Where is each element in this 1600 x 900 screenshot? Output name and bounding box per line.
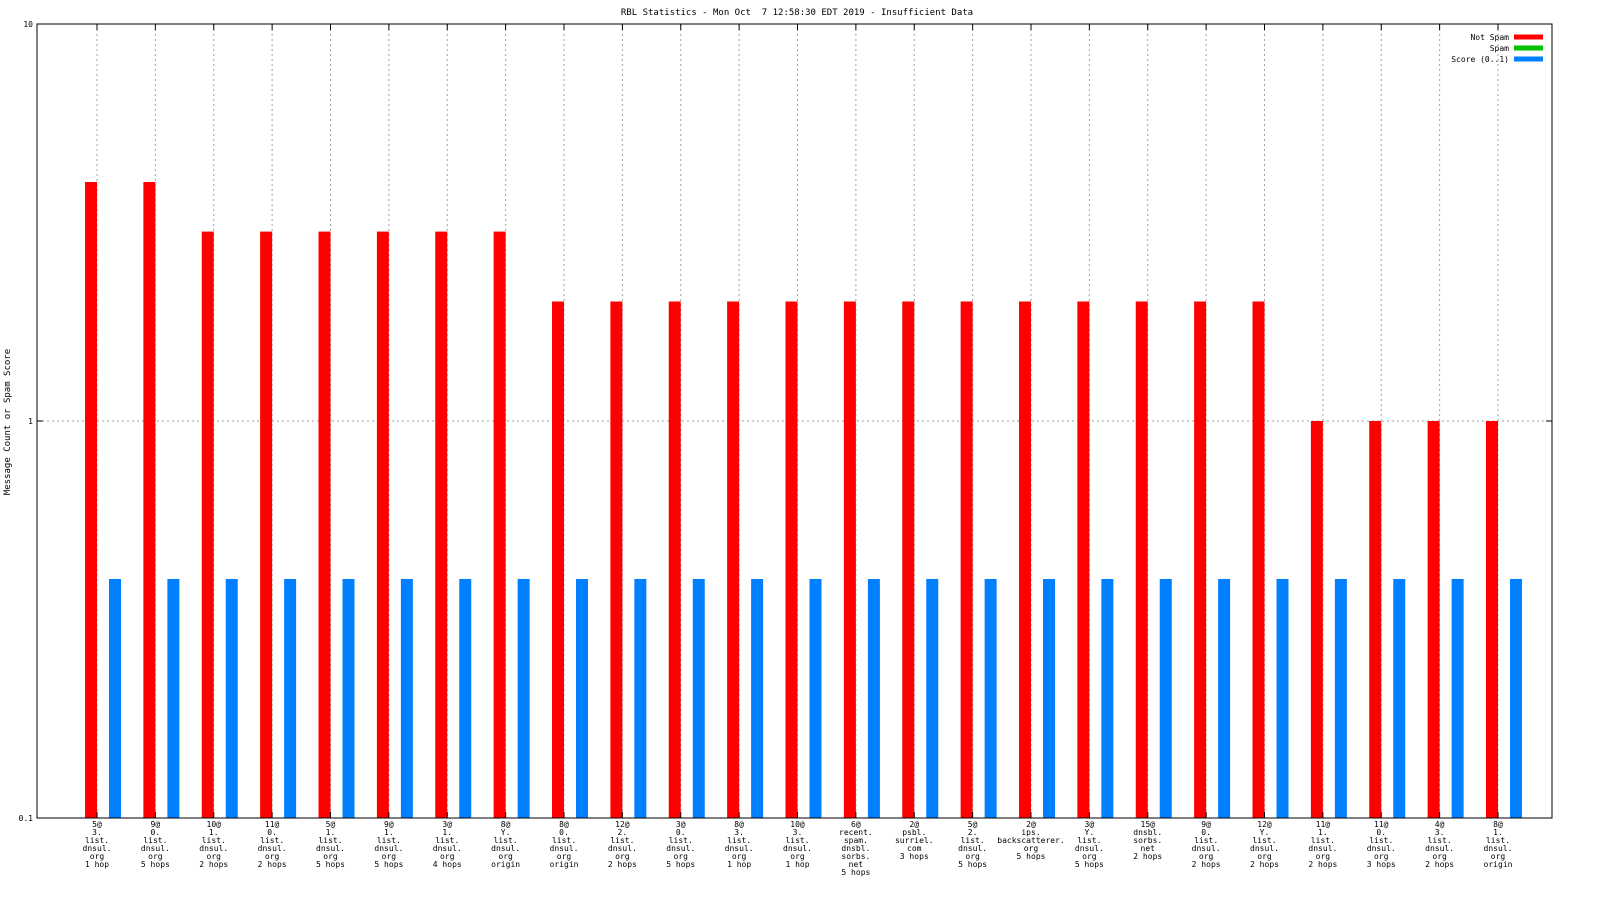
- bar-score-0-1: [576, 578, 588, 818]
- bar-not-spam: [1427, 421, 1440, 818]
- bar-score-0-1: [517, 578, 530, 818]
- bar-score-0-1: [167, 578, 180, 818]
- x-tick-label: 6@ recent. spam. dnsbl. sorbs. net 5 hops: [839, 820, 873, 877]
- bar-score-0-1: [400, 578, 413, 818]
- bar-score-0-1: [284, 578, 297, 818]
- bar-not-spam: [493, 231, 506, 818]
- x-tick-label: 3@ Y. list. dnsul. org 5 hops: [1075, 820, 1104, 869]
- bar-not-spam: [260, 231, 273, 818]
- bar-score-0-1: [1510, 578, 1522, 818]
- x-tick-label: 11@ 1. list. dnsul. org 2 hops: [1308, 820, 1337, 869]
- bar-not-spam: [143, 181, 156, 818]
- bar-score-0-1: [926, 578, 939, 818]
- y-axis-label: Message Count or Spam Score: [3, 349, 13, 495]
- x-tick-label: 9@ 0. list. dnsul. org 5 hops: [141, 820, 170, 869]
- x-tick-label: 12@ Y. list. dnsul. org 2 hops: [1250, 820, 1279, 869]
- y-tick-label: 1: [28, 417, 33, 426]
- x-tick-label: 10@ 3. list. dnsul. org 1 hop: [783, 820, 812, 869]
- bar-not-spam: [435, 231, 448, 818]
- bar-not-spam: [668, 301, 681, 818]
- bar-not-spam: [1077, 301, 1090, 818]
- bar-not-spam: [1194, 301, 1207, 818]
- bar-score-0-1: [1393, 578, 1406, 818]
- bar-not-spam: [1310, 421, 1323, 818]
- bar-score-0-1: [751, 578, 764, 818]
- bar-not-spam: [843, 301, 856, 818]
- x-tick-label: 2@ ips. backscatterer. org 5 hops: [997, 820, 1064, 861]
- bar-not-spam: [552, 301, 564, 818]
- bar-not-spam: [902, 301, 915, 818]
- x-tick-label: 10@ 1. list. dnsul. org 2 hops: [199, 820, 228, 869]
- bar-score-0-1: [225, 578, 238, 818]
- bar-not-spam: [1369, 421, 1382, 818]
- legend: Not Spam Spam Score (0..1): [1451, 33, 1543, 64]
- bar-score-0-1: [809, 578, 822, 818]
- bar-score-0-1: [634, 578, 647, 818]
- legend-label: Spam: [1490, 44, 1509, 53]
- legend-swatch: [1514, 56, 1543, 62]
- bar-score-0-1: [1218, 578, 1231, 818]
- bar-score-0-1: [342, 578, 355, 818]
- bar-not-spam: [727, 301, 740, 818]
- legend-swatch: [1514, 45, 1543, 51]
- bar-not-spam: [1486, 421, 1498, 818]
- bar-not-spam: [1019, 301, 1031, 818]
- bar-not-spam: [610, 301, 623, 818]
- bar-score-0-1: [109, 578, 121, 818]
- x-tick-label: 9@ 1. list. dnsul. org 5 hops: [374, 820, 403, 869]
- bar-not-spam: [1135, 301, 1148, 818]
- bar-not-spam: [318, 231, 331, 818]
- y-tick-label: 10: [23, 20, 33, 29]
- bar-score-0-1: [1451, 578, 1464, 818]
- bar-score-0-1: [1276, 578, 1289, 818]
- bar-not-spam: [201, 231, 214, 818]
- x-tick-label: 5@ 3. list. dnsul. org 1 hop: [83, 820, 112, 869]
- y-tick-label: 0.1: [19, 814, 34, 823]
- legend-swatch: [1514, 34, 1543, 40]
- bar-score-0-1: [459, 578, 472, 818]
- legend-label: Not Spam: [1470, 33, 1509, 42]
- bar-not-spam: [1252, 301, 1265, 818]
- x-tick-label: 5@ 1. list. dnsul. org 5 hops: [316, 820, 345, 869]
- x-tick-label: 8@ 1. list. dnsul. org origin: [1484, 820, 1513, 869]
- bar-not-spam: [785, 301, 798, 818]
- bar-score-0-1: [1101, 578, 1114, 818]
- bars: [85, 181, 1522, 818]
- x-tick-label: 8@ 3. list. dnsul. org 1 hop: [725, 820, 754, 869]
- bar-not-spam: [960, 301, 973, 818]
- x-tick-label: 11@ 0. list. dnsul. org 3 hops: [1367, 820, 1396, 869]
- x-tick-label: 8@ Y. list. dnsul. org origin: [491, 820, 520, 869]
- bar-score-0-1: [867, 578, 880, 818]
- x-tick-label: 8@ 0. list. dnsul. org origin: [550, 820, 579, 869]
- x-tick-label: 15@ dnsbl. sorbs. net 2 hops: [1133, 820, 1162, 861]
- x-tick-label: 11@ 0. list. dnsul. org 2 hops: [258, 820, 287, 869]
- chart-title: RBL Statistics - Mon Oct 7 12:58:30 EDT …: [621, 8, 973, 18]
- bar-score-0-1: [692, 578, 705, 818]
- x-tick-label: 12@ 2. list. dnsul. org 2 hops: [608, 820, 637, 869]
- bar-score-0-1: [1334, 578, 1347, 818]
- x-tick-label: 4@ 3. list. dnsul. org 2 hops: [1425, 820, 1454, 869]
- x-tick-label: 3@ 1. list. dnsul. org 4 hops: [433, 820, 462, 869]
- x-axis-ticks: 5@ 3. list. dnsul. org 1 hop 9@ 0. list. dnsul. or…: [83, 24, 1513, 877]
- legend-label: Score (0..1): [1451, 55, 1509, 64]
- bar-not-spam: [85, 181, 97, 818]
- bar-score-0-1: [1043, 578, 1055, 818]
- bar-not-spam: [376, 231, 389, 818]
- y-axis-ticks: 0.1 1 10: [19, 20, 1552, 823]
- bar-score-0-1: [1159, 578, 1172, 818]
- x-tick-label: 2@ psbl. surriel. com 3 hops: [895, 820, 934, 861]
- bar-score-0-1: [984, 578, 997, 818]
- x-tick-label: 5@ 2. list. dnsul. org 5 hops: [958, 820, 987, 869]
- x-tick-label: 3@ 0. list. dnsul. org 5 hops: [666, 820, 695, 869]
- x-tick-label: 9@ 0. list. dnsul. org 2 hops: [1192, 820, 1221, 869]
